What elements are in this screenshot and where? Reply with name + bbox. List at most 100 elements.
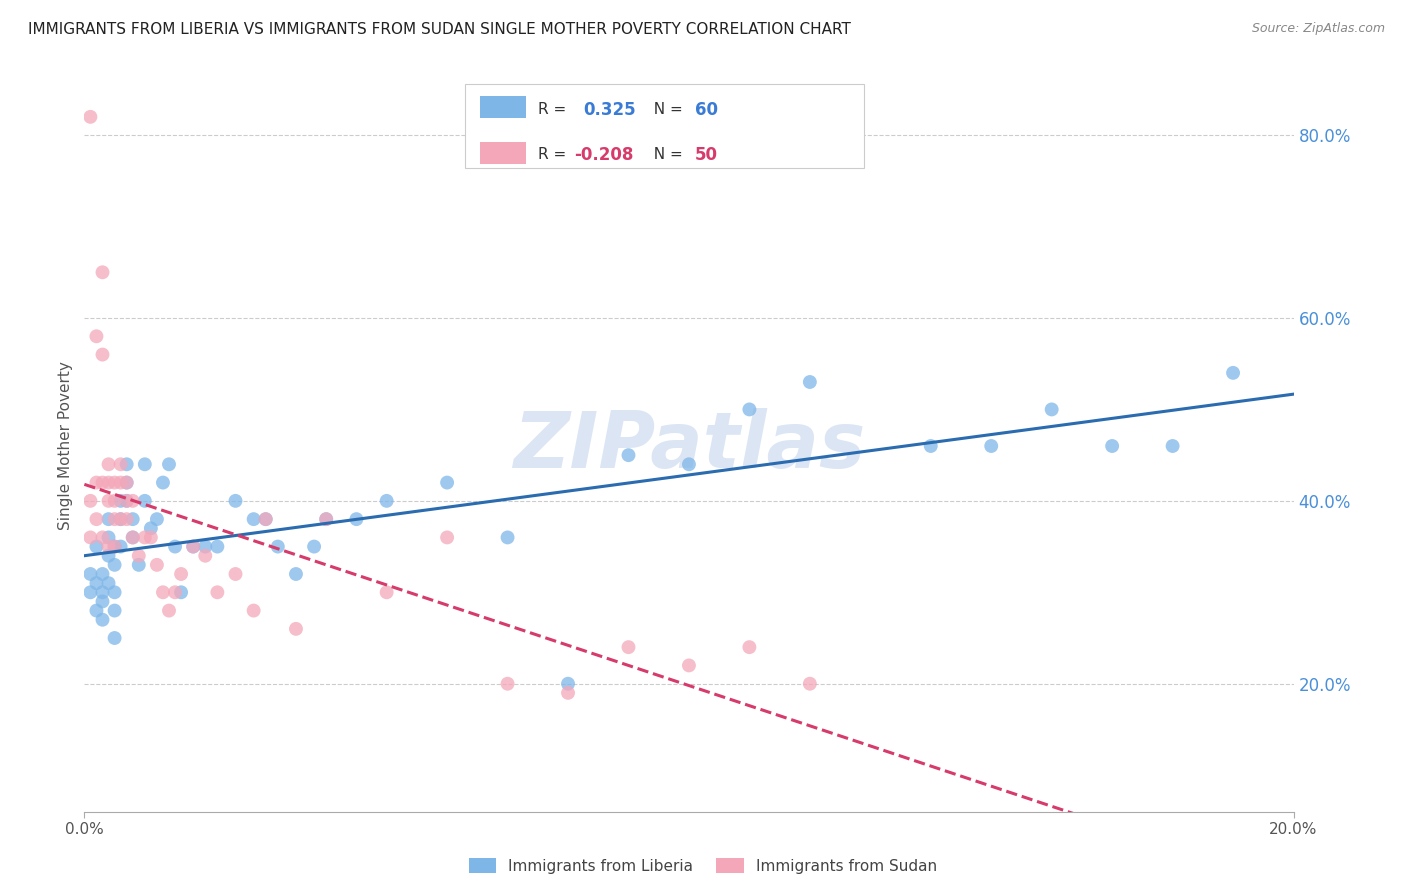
Point xyxy=(86,603,108,617)
Point xyxy=(115,457,138,471)
Point xyxy=(104,512,127,526)
Point xyxy=(104,585,127,599)
Point xyxy=(242,512,264,526)
Point xyxy=(91,530,114,544)
Point xyxy=(617,640,640,655)
Point xyxy=(86,540,108,554)
Point xyxy=(91,594,114,608)
Point xyxy=(267,540,290,554)
Point xyxy=(315,512,337,526)
Point xyxy=(128,558,150,572)
Point xyxy=(165,540,187,554)
Text: 60: 60 xyxy=(695,101,718,119)
Point xyxy=(157,457,180,471)
Point xyxy=(678,457,700,471)
Text: ZIPatlas: ZIPatlas xyxy=(513,408,865,484)
Point xyxy=(617,448,640,462)
Point xyxy=(181,540,204,554)
Point xyxy=(1222,366,1244,380)
Point xyxy=(225,567,247,582)
Point xyxy=(115,512,138,526)
Point xyxy=(738,640,761,655)
Text: Source: ZipAtlas.com: Source: ZipAtlas.com xyxy=(1251,22,1385,36)
Point xyxy=(557,686,579,700)
Point xyxy=(97,549,120,563)
Point xyxy=(194,540,217,554)
Y-axis label: Single Mother Poverty: Single Mother Poverty xyxy=(58,361,73,531)
Point xyxy=(678,658,700,673)
Point xyxy=(115,494,138,508)
Point xyxy=(146,558,169,572)
FancyBboxPatch shape xyxy=(479,142,526,163)
Point xyxy=(86,576,108,591)
Point xyxy=(121,530,143,544)
Point xyxy=(86,475,108,490)
Point xyxy=(104,603,127,617)
Point xyxy=(121,512,143,526)
Point xyxy=(194,549,217,563)
Text: IMMIGRANTS FROM LIBERIA VS IMMIGRANTS FROM SUDAN SINGLE MOTHER POVERTY CORRELATI: IMMIGRANTS FROM LIBERIA VS IMMIGRANTS FR… xyxy=(28,22,851,37)
Point xyxy=(557,676,579,690)
Point xyxy=(86,329,108,343)
Point xyxy=(91,613,114,627)
Point xyxy=(97,530,120,544)
Point xyxy=(375,585,398,599)
Point xyxy=(285,567,308,582)
Point xyxy=(104,540,127,554)
FancyBboxPatch shape xyxy=(465,84,865,168)
Text: -0.208: -0.208 xyxy=(574,146,634,164)
Point xyxy=(436,475,458,490)
Point xyxy=(91,567,114,582)
Point xyxy=(146,512,169,526)
Legend: Immigrants from Liberia, Immigrants from Sudan: Immigrants from Liberia, Immigrants from… xyxy=(463,852,943,880)
Point xyxy=(79,530,101,544)
Point xyxy=(79,567,101,582)
Point xyxy=(91,585,114,599)
Point xyxy=(285,622,308,636)
Point xyxy=(110,457,132,471)
Point xyxy=(170,567,193,582)
Text: 50: 50 xyxy=(695,146,718,164)
Point xyxy=(496,530,519,544)
Point xyxy=(97,494,120,508)
Point xyxy=(97,475,120,490)
Point xyxy=(254,512,277,526)
Point xyxy=(346,512,368,526)
Text: 0.325: 0.325 xyxy=(583,101,637,119)
Text: N =: N = xyxy=(644,147,688,162)
Point xyxy=(104,558,127,572)
Point xyxy=(436,530,458,544)
Text: N =: N = xyxy=(644,102,688,117)
Point xyxy=(121,494,143,508)
Point xyxy=(1101,439,1123,453)
Point xyxy=(86,512,108,526)
Point xyxy=(110,512,132,526)
Point xyxy=(207,585,229,599)
Point xyxy=(225,494,247,508)
Point xyxy=(110,475,132,490)
Point xyxy=(97,576,120,591)
Point xyxy=(104,540,127,554)
Point xyxy=(799,375,821,389)
Text: R =: R = xyxy=(538,102,576,117)
Point xyxy=(152,475,174,490)
Point xyxy=(152,585,174,599)
Point xyxy=(170,585,193,599)
Text: R =: R = xyxy=(538,147,571,162)
Point xyxy=(207,540,229,554)
Point xyxy=(496,676,519,690)
Point xyxy=(97,457,120,471)
Point xyxy=(79,110,101,124)
Point xyxy=(799,676,821,690)
Point xyxy=(121,530,143,544)
Point xyxy=(115,494,138,508)
Point xyxy=(1040,402,1063,417)
Point xyxy=(165,585,187,599)
Point xyxy=(115,475,138,490)
Point xyxy=(134,530,156,544)
Point xyxy=(97,540,120,554)
Point xyxy=(110,540,132,554)
Point xyxy=(738,402,761,417)
Point xyxy=(254,512,277,526)
Point xyxy=(242,603,264,617)
